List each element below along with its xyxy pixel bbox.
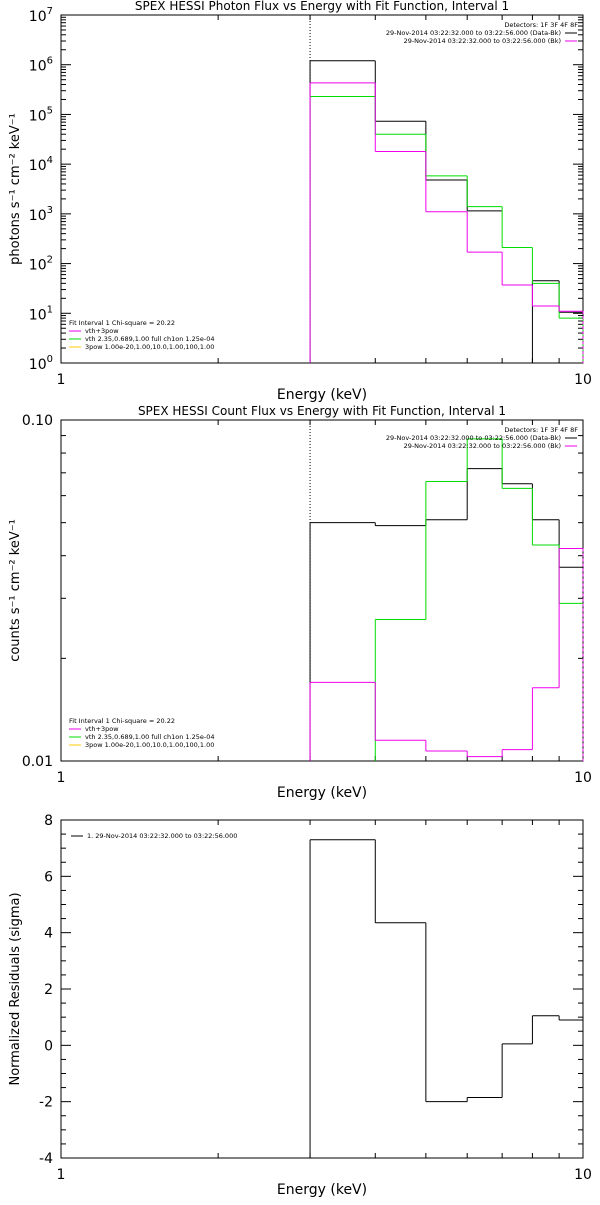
plot-frame	[60, 419, 584, 762]
series-3	[309, 82, 584, 363]
legend-bottom-left: Fit Interval 1 Chi-square = 20.22vth+3po…	[69, 319, 215, 351]
legend-entry-text: vth 2.35,0.689,1.00 full ch1on 1.25e-04	[85, 733, 215, 741]
y-tick-label-base: 10	[29, 108, 47, 124]
series-2	[374, 438, 584, 761]
y-tick-label: 4	[44, 926, 53, 942]
y-tick-label-exponent: 7	[47, 6, 53, 17]
y-tick-label-exponent: 6	[47, 56, 53, 67]
series-1	[309, 839, 584, 1158]
x-tick-label: 10	[574, 770, 592, 786]
x-axis-label: Energy (keV)	[277, 387, 367, 403]
y-tick-label-exponent: 3	[47, 205, 53, 216]
y-tick-label: 100	[29, 354, 53, 373]
y-tick-label: 0.10	[22, 413, 53, 429]
legend-bottom-left: Fit Interval 1 Chi-square = 20.22vth+3po…	[69, 717, 215, 749]
x-tick-label: 10	[574, 372, 592, 388]
legend-entry-text: vth+3pow	[85, 327, 119, 335]
y-tick-label-base: 10	[29, 357, 47, 373]
chart-title: SPEX HESSI Photon Flux vs Energy with Fi…	[135, 0, 509, 13]
y-axis-label: Normalized Residuals (sigma)	[8, 892, 23, 1085]
x-axis-label: Energy (keV)	[277, 785, 367, 801]
chart-title: SPEX HESSI Count Flux vs Energy with Fit…	[138, 404, 506, 418]
y-tick-label-base: 10	[29, 9, 47, 25]
y-tick-label: -2	[39, 1095, 53, 1111]
y-tick-label-exponent: 5	[47, 105, 53, 116]
legend-entry-text: 3pow 1.00e-20,1.00,10.0,1.00,100,1.00	[85, 343, 214, 351]
legend-entry-text: 1. 29-Nov-2014 03:22:32.000 to 03:22:56.…	[87, 832, 237, 840]
y-tick-label: 103	[29, 205, 53, 224]
y-tick-label-base: 10	[29, 307, 47, 323]
legend-entry-text: 3pow 1.00e-20,1.00,10.0,1.00,100,1.00	[85, 741, 214, 749]
legend-entry-text: 29-Nov-2014 03:22:32.000 to 03:22:56.000…	[404, 442, 561, 450]
y-tick-label-exponent: 2	[47, 255, 53, 266]
y-tick-label-exponent: 4	[47, 155, 53, 166]
y-tick-label: 106	[29, 56, 53, 75]
x-tick-label: 10	[574, 1167, 592, 1183]
legend-header: Fit Interval 1 Chi-square = 20.22	[69, 717, 175, 725]
y-tick-label-exponent: 0	[47, 354, 53, 365]
y-tick-label: -4	[39, 1151, 53, 1167]
y-tick-label: 105	[29, 105, 53, 124]
y-tick-label-exponent: 1	[47, 304, 53, 315]
legend-entry-text: 29-Nov-2014 03:22:32.000 to 03:22:56.000…	[386, 29, 561, 37]
legend-entry-text: vth+3pow	[85, 725, 119, 733]
x-axis-label: Energy (keV)	[277, 1182, 367, 1198]
legend-header: Detectors: 1F 3F 4F 8F	[504, 21, 578, 29]
legend-header: Fit Interval 1 Chi-square = 20.22	[69, 319, 175, 327]
plot-frame	[60, 14, 584, 364]
x-tick-label: 1	[57, 372, 66, 388]
y-tick-label: 8	[44, 813, 53, 829]
legend-entry-text: vth 2.35,0.689,1.00 full ch1on 1.25e-04	[85, 335, 215, 343]
y-tick-label: 104	[29, 155, 53, 174]
legend-top-left: 1. 29-Nov-2014 03:22:32.000 to 03:22:56.…	[71, 832, 237, 840]
x-tick-label: 1	[57, 770, 66, 786]
y-tick-label: 0	[44, 1038, 53, 1054]
y-tick-label: 2	[44, 982, 53, 998]
y-tick-label: 101	[29, 304, 53, 323]
y-tick-label-base: 10	[29, 208, 47, 224]
legend-entry-text: 29-Nov-2014 03:22:32.000 to 03:22:56.000…	[404, 37, 561, 45]
chart-3: 1 10 -4 -2 0 2 4 6 8 Energy (keV) Normalized Resid…	[8, 813, 592, 1198]
y-tick-label: 107	[29, 6, 53, 25]
y-tick-label-base: 10	[29, 59, 47, 75]
y-tick-label-base: 10	[29, 158, 47, 174]
series-3	[309, 547, 584, 761]
x-tick-label: 1	[57, 1167, 66, 1183]
y-tick-label: 0.01	[22, 754, 53, 770]
y-tick-label: 102	[29, 255, 53, 274]
plot-frame	[60, 819, 584, 1159]
series-2	[309, 95, 584, 363]
series-1	[309, 468, 584, 761]
y-tick-label-base: 10	[29, 258, 47, 274]
y-tick-label: 6	[44, 869, 53, 885]
legend-header: Detectors: 1F 3F 4F 8F	[504, 426, 578, 434]
y-axis-label: photons s⁻¹ cm⁻² keV⁻¹	[8, 113, 23, 265]
chart-2: 1 10 0.01 0.10 SPEX HESSI Count Flux vs Ener…	[8, 404, 592, 801]
legend-entry-text: 29-Nov-2014 03:22:32.000 to 03:22:56.000…	[386, 434, 561, 442]
y-axis-label: counts s⁻¹ cm⁻² keV⁻¹	[8, 519, 23, 662]
